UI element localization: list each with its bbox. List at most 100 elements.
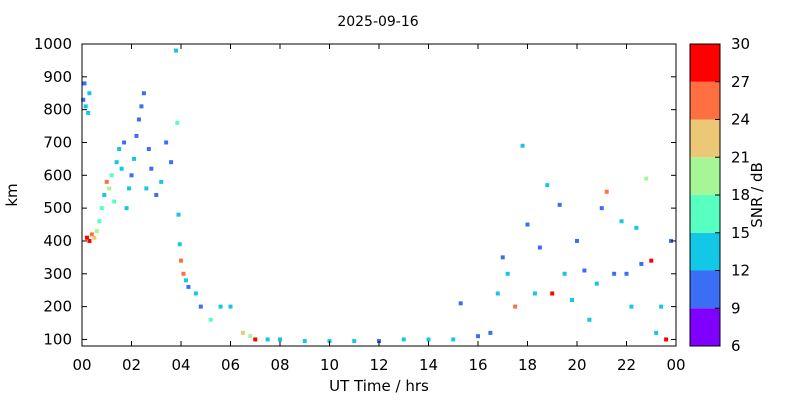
data-point bbox=[92, 235, 97, 240]
data-point bbox=[599, 206, 604, 211]
plot-area bbox=[82, 44, 676, 346]
colorbar-band bbox=[690, 157, 720, 195]
data-point bbox=[458, 301, 463, 306]
colorbar-tick-label: 30 bbox=[731, 35, 750, 53]
x-tick-label: 14 bbox=[419, 356, 438, 374]
x-tick-label: 00 bbox=[72, 356, 91, 374]
data-point bbox=[520, 143, 525, 148]
data-point bbox=[624, 271, 629, 276]
data-point bbox=[532, 291, 537, 296]
data-point bbox=[513, 304, 518, 309]
data-point bbox=[639, 261, 644, 266]
x-tick-label: 06 bbox=[221, 356, 240, 374]
data-point bbox=[570, 298, 575, 303]
data-point bbox=[659, 304, 664, 309]
data-point bbox=[208, 317, 213, 322]
data-point bbox=[107, 186, 112, 191]
data-point bbox=[87, 91, 92, 96]
data-point bbox=[550, 291, 555, 296]
data-point bbox=[654, 330, 659, 335]
data-point bbox=[352, 339, 357, 344]
data-point bbox=[177, 242, 182, 247]
data-point bbox=[117, 147, 122, 152]
data-point bbox=[144, 186, 149, 191]
data-point bbox=[136, 117, 141, 122]
data-point bbox=[124, 206, 129, 211]
data-point bbox=[619, 219, 624, 224]
colorbar-band bbox=[690, 81, 720, 120]
colorbar-tick-label: 12 bbox=[731, 262, 750, 280]
data-point bbox=[112, 199, 117, 204]
data-point bbox=[426, 337, 431, 342]
data-point bbox=[186, 284, 191, 289]
data-point bbox=[451, 337, 456, 342]
colorbar-band bbox=[690, 308, 720, 346]
data-point bbox=[86, 110, 91, 115]
data-point bbox=[198, 304, 203, 309]
data-point bbox=[575, 238, 579, 243]
colorbar-tick-label: 6 bbox=[731, 337, 741, 355]
x-tick-label: 16 bbox=[468, 356, 487, 374]
data-point bbox=[253, 337, 258, 342]
data-point bbox=[604, 189, 609, 194]
data-point bbox=[131, 156, 136, 161]
colorbar bbox=[690, 44, 720, 346]
data-point bbox=[154, 193, 159, 197]
data-point bbox=[179, 258, 183, 263]
y-tick-label: 800 bbox=[43, 101, 72, 119]
data-point bbox=[525, 222, 530, 227]
data-point bbox=[557, 202, 562, 207]
data-point bbox=[175, 120, 180, 125]
colorbar-band bbox=[690, 232, 720, 271]
data-point bbox=[505, 271, 510, 276]
data-point bbox=[476, 334, 480, 339]
data-point bbox=[134, 133, 139, 138]
data-point bbox=[89, 232, 94, 237]
data-point bbox=[265, 337, 270, 342]
colorbar-tick-label: 27 bbox=[731, 73, 750, 91]
y-tick-label: 300 bbox=[43, 265, 72, 283]
data-point bbox=[594, 281, 599, 286]
data-point bbox=[401, 337, 406, 342]
data-point bbox=[562, 271, 567, 276]
data-point bbox=[87, 238, 92, 243]
data-point bbox=[99, 206, 104, 211]
colorbar-label: SNR / dB bbox=[748, 162, 766, 228]
colorbar-band bbox=[690, 44, 720, 82]
colorbar-tick-label: 9 bbox=[731, 299, 741, 317]
data-point bbox=[500, 255, 505, 260]
data-point bbox=[582, 268, 587, 273]
data-point bbox=[97, 219, 102, 224]
y-tick-label: 600 bbox=[43, 166, 72, 184]
data-point bbox=[122, 140, 127, 145]
x-tick-label: 04 bbox=[171, 356, 190, 374]
data-point bbox=[84, 235, 89, 240]
data-point bbox=[81, 97, 86, 102]
x-tick-label: 12 bbox=[369, 356, 388, 374]
y-tick-label: 200 bbox=[43, 298, 72, 316]
data-point bbox=[129, 173, 134, 178]
data-point bbox=[159, 179, 164, 184]
data-point bbox=[146, 147, 151, 152]
data-point bbox=[127, 186, 132, 191]
data-point bbox=[174, 48, 179, 53]
data-point bbox=[278, 337, 282, 342]
data-point bbox=[587, 317, 592, 322]
x-tick-label: 18 bbox=[518, 356, 537, 374]
data-point bbox=[141, 91, 146, 96]
data-point bbox=[649, 258, 654, 263]
data-point bbox=[495, 291, 500, 296]
colorbar-band bbox=[690, 270, 720, 309]
x-tick-label: 10 bbox=[320, 356, 339, 374]
data-point bbox=[644, 176, 649, 181]
colorbar-frame bbox=[689, 43, 721, 347]
data-point bbox=[82, 81, 87, 86]
data-point bbox=[94, 229, 99, 234]
data-point bbox=[149, 166, 154, 171]
x-tick-label: 22 bbox=[617, 356, 636, 374]
y-tick-label: 1000 bbox=[34, 35, 72, 53]
data-point bbox=[139, 104, 144, 109]
data-points bbox=[81, 48, 674, 344]
y-tick-label: 700 bbox=[43, 133, 72, 151]
